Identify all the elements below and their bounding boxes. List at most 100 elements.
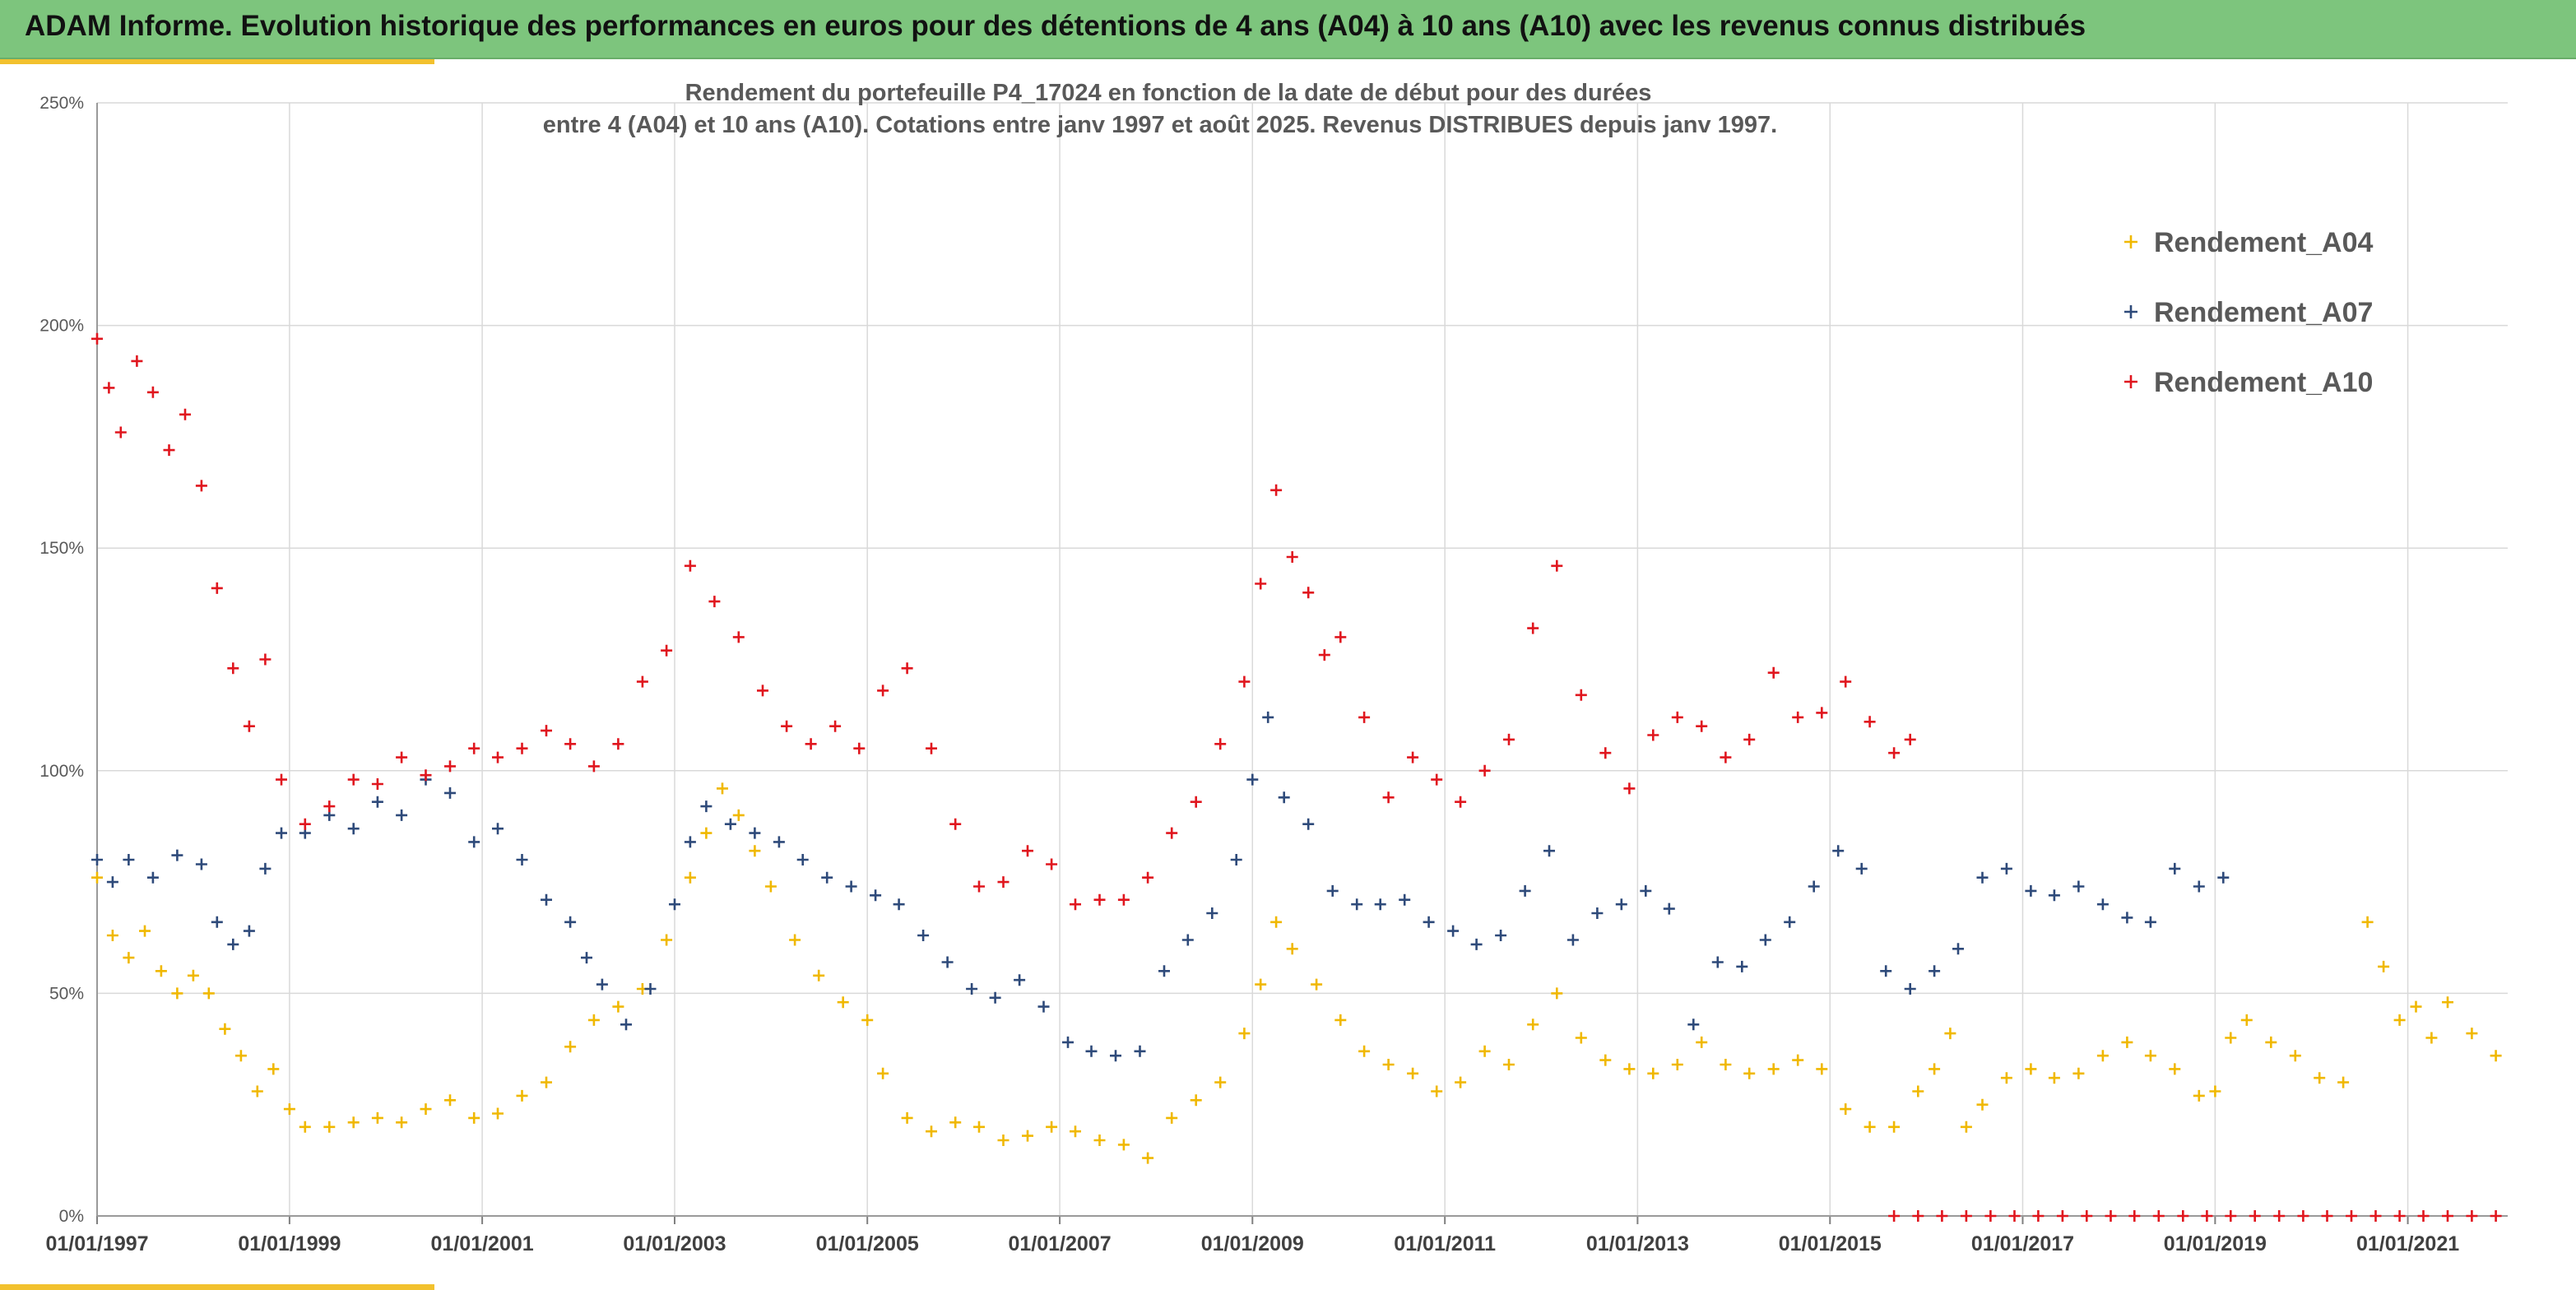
data-point-Rendement_A04 <box>789 934 801 946</box>
data-point-Rendement_A10 <box>926 742 937 754</box>
data-point-Rendement_A10 <box>1478 764 1491 777</box>
data-point-Rendement_A07 <box>259 862 272 875</box>
data-point-Rendement_A10 <box>877 684 889 697</box>
data-point-Rendement_A04 <box>2225 1032 2237 1044</box>
data-point-Rendement_A10 <box>2273 1210 2286 1222</box>
y-tick-label: 150% <box>39 539 84 558</box>
data-point-Rendement_A10 <box>2249 1210 2261 1222</box>
data-point-Rendement_A07 <box>1326 884 1339 897</box>
data-point-Rendement_A07 <box>516 854 528 865</box>
data-point-Rendement_A10 <box>853 742 866 754</box>
data-point-Rendement_A07 <box>1543 845 1555 857</box>
data-point-Rendement_A07 <box>1784 916 1796 928</box>
data-point-Rendement_A10 <box>1255 578 1267 590</box>
y-tick-label: 250% <box>39 94 84 113</box>
data-point-Rendement_A04 <box>1022 1130 1033 1142</box>
data-point-Rendement_A10 <box>2008 1210 2021 1222</box>
data-point-Rendement_A04 <box>1455 1076 1467 1088</box>
data-point-Rendement_A04 <box>732 809 745 821</box>
data-point-Rendement_A10 <box>997 876 1010 889</box>
legend-label: Rendement_A10 <box>2154 367 2373 398</box>
data-point-Rendement_A07 <box>371 796 383 808</box>
data-point-Rendement_A10 <box>1407 751 1419 763</box>
data-point-Rendement_A10 <box>1431 773 1443 786</box>
chart-title-line-1: Rendement du portefeuille P4_17024 en fo… <box>685 80 1652 106</box>
data-point-Rendement_A10 <box>684 559 696 572</box>
data-point-Rendement_A10 <box>195 480 207 492</box>
report-title: ADAM Informe. Evolution historique des p… <box>25 10 2086 42</box>
data-point-Rendement_A04 <box>187 969 199 981</box>
data-point-Rendement_A04 <box>1944 1028 1956 1040</box>
data-point-Rendement_A07 <box>1447 925 1460 937</box>
data-point-Rendement_A04 <box>661 934 673 946</box>
legend-label: Rendement_A04 <box>2154 227 2374 258</box>
data-point-Rendement_A04 <box>837 996 849 1009</box>
data-point-Rendement_A07 <box>1495 930 1507 941</box>
data-point-Rendement_A10 <box>323 800 336 813</box>
data-point-Rendement_A10 <box>1238 675 1251 688</box>
data-point-Rendement_A07 <box>1687 1019 1700 1031</box>
data-point-Rendement_A10 <box>131 355 143 367</box>
data-point-Rendement_A04 <box>2490 1050 2502 1062</box>
data-point-Rendement_A10 <box>732 631 745 643</box>
data-point-Rendement_A10 <box>1743 733 1756 745</box>
data-point-Rendement_A10 <box>299 818 311 830</box>
data-point-Rendement_A07 <box>893 898 905 911</box>
data-point-Rendement_A07 <box>821 871 833 884</box>
data-point-Rendement_A10 <box>2152 1210 2165 1222</box>
data-point-Rendement_A10 <box>1022 845 1033 857</box>
data-point-Rendement_A10 <box>708 596 721 608</box>
data-point-Rendement_A07 <box>1351 898 1363 911</box>
data-point-Rendement_A04 <box>492 1107 504 1120</box>
data-point-Rendement_A10 <box>1166 827 1178 839</box>
data-point-Rendement_A10 <box>1623 782 1636 795</box>
data-point-Rendement_A10 <box>259 653 272 666</box>
data-point-Rendement_A04 <box>901 1111 913 1124</box>
data-point-Rendement_A10 <box>1912 1210 1924 1222</box>
data-point-Rendement_A04 <box>123 952 135 964</box>
data-point-Rendement_A10 <box>805 738 817 750</box>
data-point-Rendement_A04 <box>1358 1045 1371 1057</box>
y-tick-label: 200% <box>39 317 84 336</box>
data-point-Rendement_A07 <box>1302 818 1315 830</box>
data-point-Rendement_A07 <box>1062 1036 1074 1048</box>
report-banner: ADAM Informe. Evolution historique des p… <box>0 0 2576 59</box>
data-point-Rendement_A10 <box>829 720 842 732</box>
data-point-Rendement_A10 <box>2393 1210 2406 1222</box>
data-point-Rendement_A04 <box>323 1121 336 1133</box>
data-point-Rendement_A10 <box>1142 871 1154 884</box>
data-point-Rendement_A04 <box>587 1014 600 1026</box>
data-point-Rendement_A04 <box>1117 1139 1130 1151</box>
data-point-Rendement_A10 <box>1816 707 1828 719</box>
data-point-Rendement_A04 <box>1166 1111 1178 1124</box>
data-point-Rendement_A04 <box>1190 1094 1202 1107</box>
data-point-Rendement_A10 <box>396 751 408 763</box>
data-point-Rendement_A10 <box>2032 1210 2045 1222</box>
data-point-Rendement_A10 <box>2128 1210 2141 1222</box>
data-point-Rendement_A10 <box>1093 893 1106 906</box>
data-point-Rendement_A07 <box>2048 889 2060 902</box>
data-point-Rendement_A04 <box>541 1076 552 1088</box>
data-point-Rendement_A10 <box>91 332 103 345</box>
data-point-Rendement_A07 <box>870 889 882 902</box>
data-point-Rendement_A07 <box>1230 854 1242 865</box>
data-point-Rendement_A10 <box>587 760 600 773</box>
data-point-Rendement_A07 <box>1278 791 1290 804</box>
data-point-Rendement_A10 <box>114 426 127 439</box>
data-point-Rendement_A07 <box>1206 907 1218 919</box>
data-point-Rendement_A04 <box>2378 960 2390 972</box>
data-point-Rendement_A04 <box>347 1116 360 1129</box>
data-point-Rendement_A04 <box>2193 1089 2205 1102</box>
data-point-Rendement_A04 <box>684 871 696 884</box>
data-point-Rendement_A07 <box>2193 880 2205 893</box>
data-point-Rendement_A10 <box>1334 631 1347 643</box>
data-point-Rendement_A04 <box>2265 1036 2277 1048</box>
data-point-Rendement_A10 <box>661 644 673 657</box>
data-point-Rendement_A10 <box>2081 1210 2093 1222</box>
data-point-Rendement_A07 <box>1711 956 1724 968</box>
data-point-Rendement_A10 <box>163 444 175 457</box>
data-point-Rendement_A10 <box>1270 484 1283 496</box>
data-point-Rendement_A10 <box>2321 1210 2333 1222</box>
data-point-Rendement_A04 <box>1431 1085 1443 1097</box>
data-point-Rendement_A10 <box>1286 551 1298 563</box>
